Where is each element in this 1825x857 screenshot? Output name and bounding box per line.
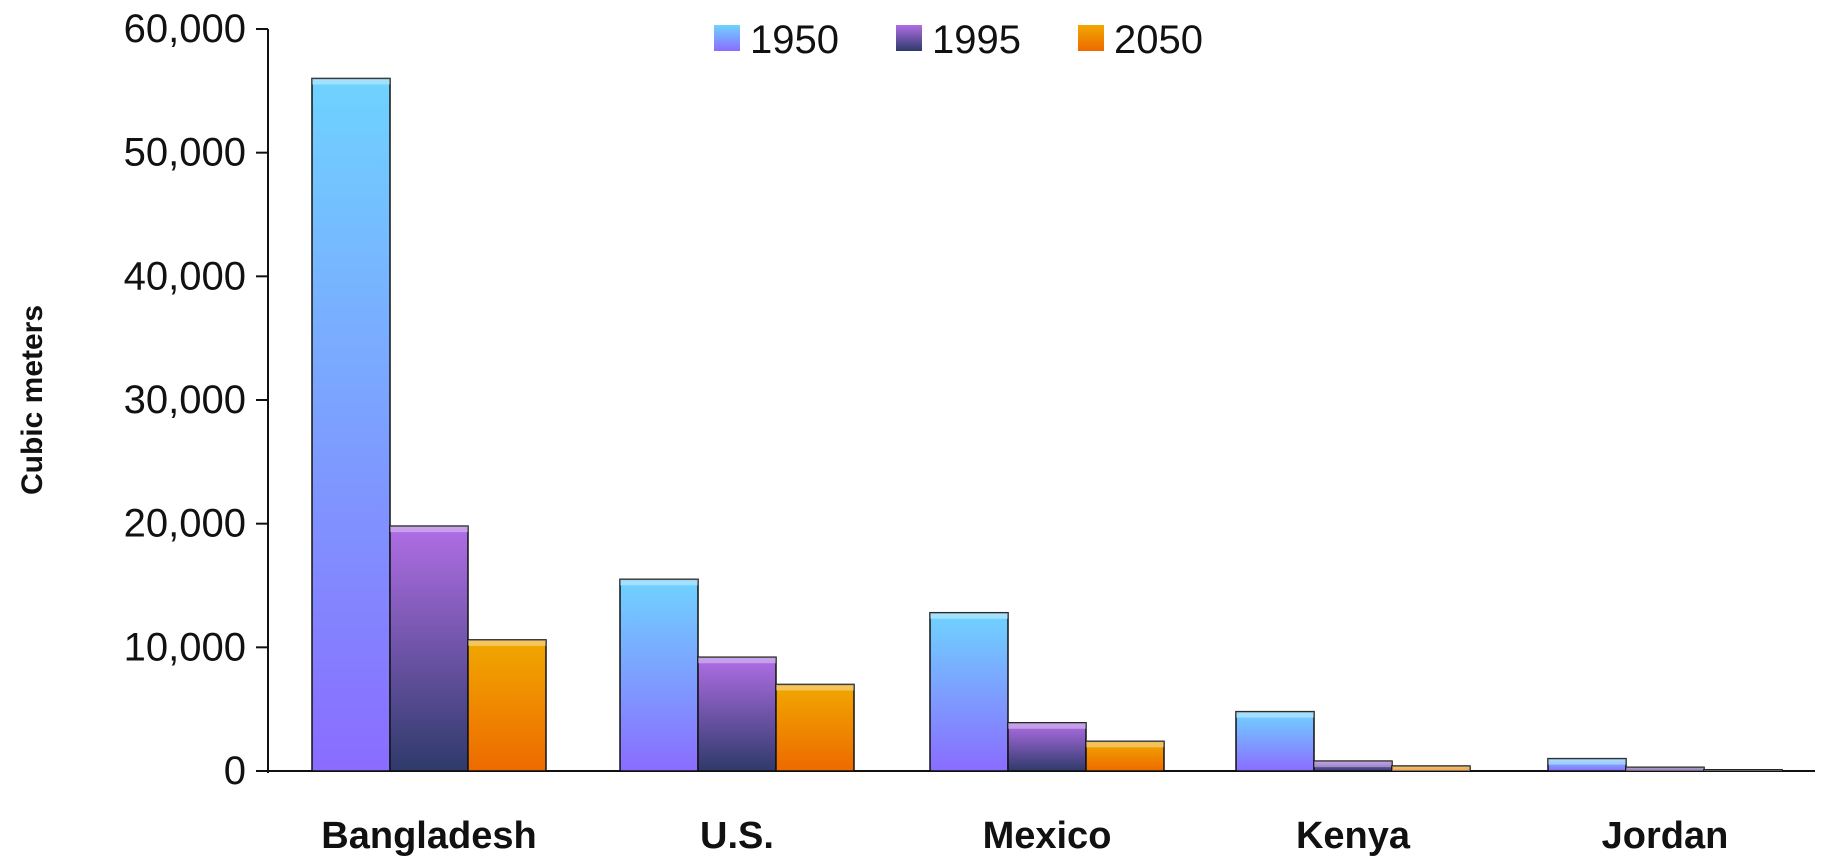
bar-highlight <box>930 612 1008 619</box>
y-tick-label: 40,000 <box>124 254 246 298</box>
bar-bangladesh-1950 <box>311 77 391 772</box>
bar-kenya-2050 <box>1391 765 1471 772</box>
bar-mexico-2050 <box>1085 740 1165 772</box>
x-category-label: U.S. <box>700 815 774 857</box>
bar-highlight <box>620 579 698 586</box>
bar-highlight <box>1008 722 1086 729</box>
y-axis-title: Cubic meters <box>16 305 49 495</box>
bar-highlight <box>1236 711 1314 718</box>
x-category-label: Kenya <box>1296 815 1411 857</box>
bar-us-2050 <box>775 683 855 772</box>
y-tick-label: 60,000 <box>124 7 246 51</box>
bar-highlight <box>698 657 776 664</box>
y-tick-label: 50,000 <box>124 131 246 175</box>
bar-highlight <box>1548 758 1626 765</box>
x-category-label: Mexico <box>983 815 1112 857</box>
legend-label-1950: 1950 <box>750 18 839 62</box>
y-tick-label: 0 <box>224 749 246 793</box>
bar-highlight <box>1314 761 1392 768</box>
bar-jordan-2050 <box>1703 769 1783 772</box>
bar-highlight <box>390 526 468 533</box>
y-tick-label: 30,000 <box>124 378 246 422</box>
bar-kenya-1950 <box>1235 710 1315 772</box>
bar-highlight <box>776 684 854 691</box>
bar-mexico-1995 <box>1007 722 1087 772</box>
bar-mexico-1950 <box>929 611 1009 772</box>
bar-us-1950 <box>619 578 699 772</box>
bars <box>311 77 1783 772</box>
bar-highlight <box>312 78 390 85</box>
y-tick-label: 10,000 <box>124 625 246 669</box>
bar-highlight <box>1392 766 1470 771</box>
legend-swatch-1950 <box>714 25 740 51</box>
bar-bangladesh-1995 <box>389 525 469 772</box>
legend: 1950 1995 2050 <box>714 18 1203 62</box>
legend-label-1995: 1995 <box>932 18 1021 62</box>
x-category-label: Jordan <box>1602 815 1729 857</box>
bar-highlight <box>1626 767 1704 771</box>
bar-jordan-1950 <box>1547 757 1627 772</box>
x-category-label: Bangladesh <box>321 815 536 857</box>
bar-highlight <box>1086 741 1164 748</box>
y-tick-label: 20,000 <box>124 502 246 546</box>
bar-highlight <box>468 639 546 646</box>
bar-bangladesh-2050 <box>467 639 547 772</box>
legend-label-2050: 2050 <box>1114 18 1203 62</box>
legend-swatch-1995 <box>896 25 922 51</box>
bar-highlight <box>1704 769 1782 771</box>
labels: 0 10,000 20,000 30,000 40,000 50,000 60,000 Cub… <box>16 7 1728 857</box>
legend-swatch-2050 <box>1078 25 1104 51</box>
bar-us-1995 <box>697 656 777 772</box>
